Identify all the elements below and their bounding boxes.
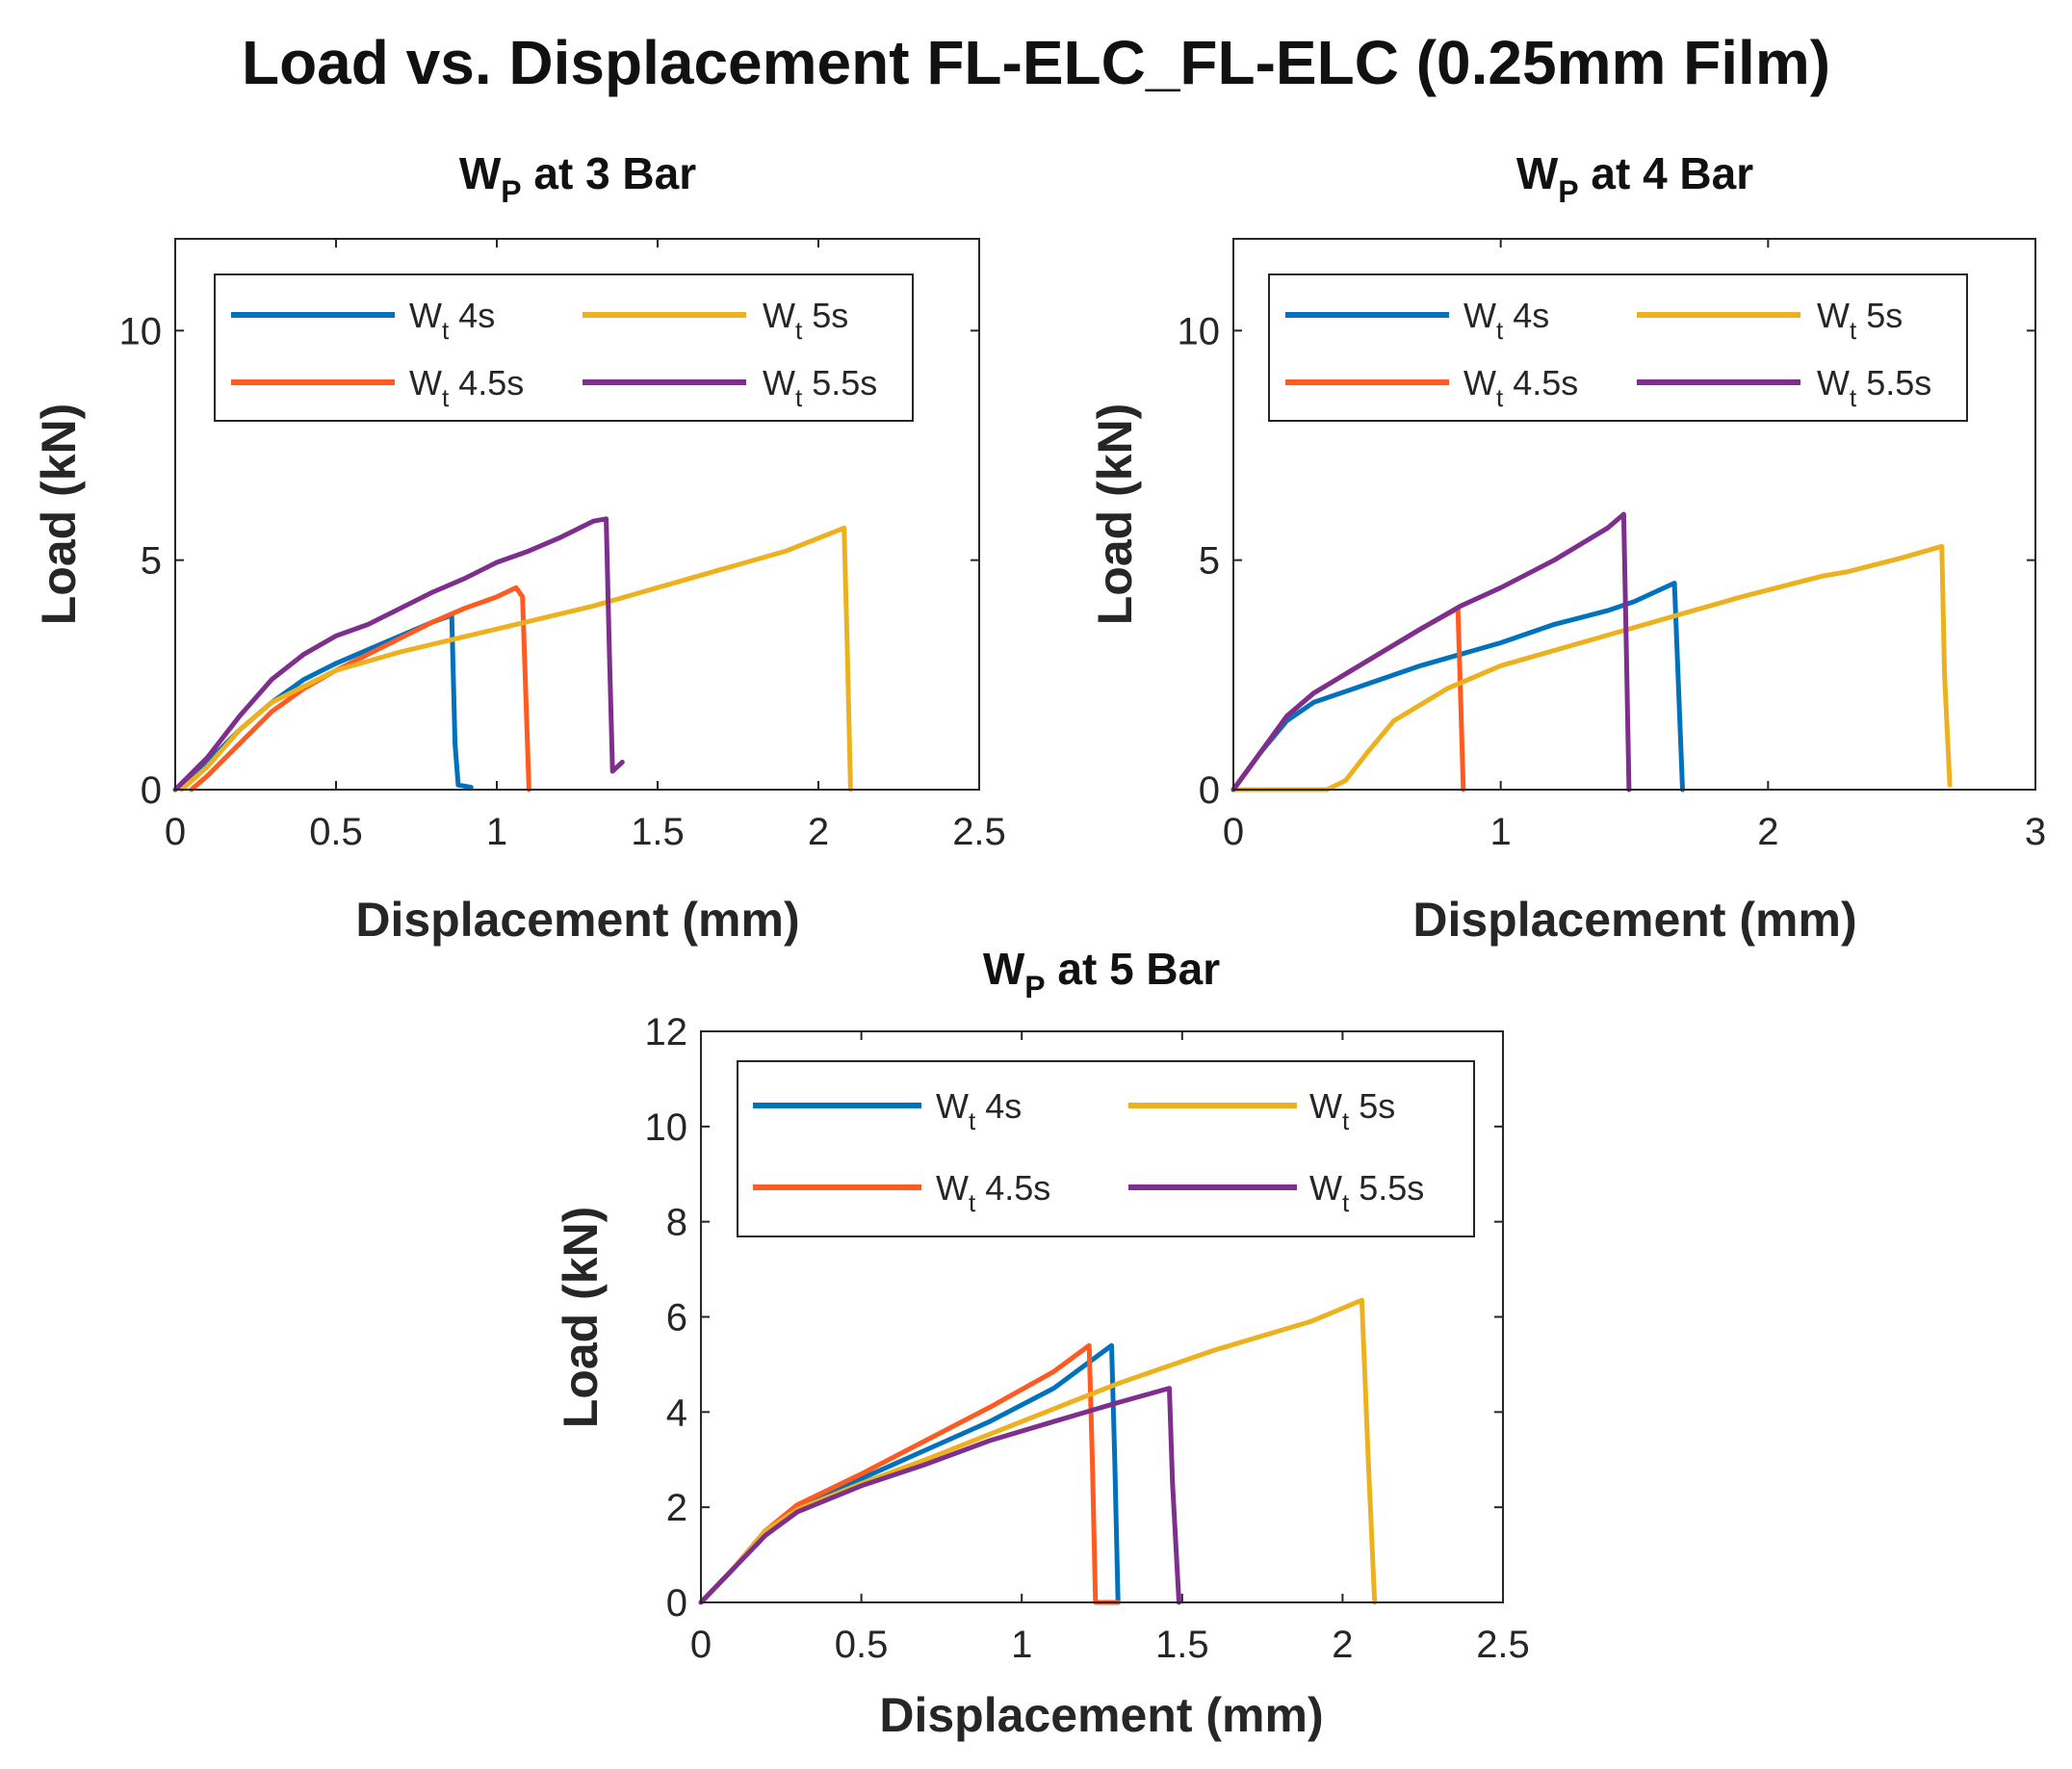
x-tick-label: 2.5 <box>1476 1624 1530 1666</box>
chart-title: WP at 3 Bar <box>459 148 696 209</box>
x-axis-label: Displacement (mm) <box>355 893 799 947</box>
chart-panel-4-bar: WP at 4 Bar 0 5 10 0 1 2 3 Wt 4s Wt 5s Wt 4.5… <box>1088 148 2046 947</box>
legend-label-wt-5s: Wt 5s <box>1817 296 1903 345</box>
legend: Wt 4s Wt 5s Wt 4.5s Wt 5.5s <box>1268 273 1968 422</box>
legend-label-wt-5-5s: Wt 5.5s <box>1309 1168 1424 1217</box>
chart-panel-3-bar: WP at 3 Bar 0 5 10 0 0.5 1 1.5 2 2.5 Wt 4s Wt 5… <box>32 148 1006 947</box>
series-line-wt-5s <box>179 525 853 793</box>
legend-box <box>1268 273 1968 422</box>
y-tick-label: 0 <box>666 1582 687 1625</box>
series-line-wt-5s <box>698 1297 1378 1605</box>
legend-label-wt-4s: Wt 4s <box>409 296 495 345</box>
plot-lines <box>172 516 853 793</box>
legend-box <box>737 1060 1475 1237</box>
legend-label-wt-5-5s: Wt 5.5s <box>1817 363 1931 412</box>
y-axis-label: Load (kN) <box>1088 403 1142 626</box>
series-line-wt-5-5s <box>698 1386 1181 1605</box>
legend-label-wt-4-5s: Wt 4.5s <box>936 1168 1050 1217</box>
x-tick-label: 0 <box>1223 811 1244 853</box>
y-tick-label: 2 <box>666 1487 687 1529</box>
legend: Wt 4s Wt 5s Wt 4.5s Wt 5.5s <box>737 1060 1475 1237</box>
legend-label-wt-5s: Wt 5s <box>763 296 848 345</box>
y-tick-label: 10 <box>119 310 163 352</box>
x-tick-label: 1.5 <box>1155 1624 1209 1666</box>
y-tick-label: 12 <box>645 1011 688 1054</box>
series-line-wt-5s <box>1230 543 1953 793</box>
chart-panel-5-bar: WP at 5 Bar 0 2 4 6 8 10 12 0 0.5 1 1.5 2 2.5 Wt 4s… <box>554 944 1530 1742</box>
y-tick-label: 8 <box>666 1202 687 1244</box>
x-tick-labels: 0 0.5 1 1.5 2 2.5 <box>690 1624 1530 1666</box>
x-tick-label: 2.5 <box>952 811 1006 853</box>
y-tick-labels: 0 5 10 <box>119 310 163 812</box>
legend-label-wt-4-5s: Wt 4.5s <box>1463 363 1578 412</box>
y-axis-label: Load (kN) <box>554 1207 608 1429</box>
axes-frame <box>1232 238 2036 791</box>
y-tick-label: 4 <box>666 1392 687 1434</box>
y-tick-label: 0 <box>141 769 162 812</box>
legend-label-wt-4s: Wt 4s <box>936 1086 1022 1135</box>
axes-frame <box>174 238 980 791</box>
y-tick-labels: 0 2 4 6 8 10 12 <box>645 1011 688 1625</box>
y-tick-label: 5 <box>141 540 162 583</box>
y-tick-label: 10 <box>1178 310 1221 352</box>
legend-label-wt-5s: Wt 5s <box>1309 1086 1395 1135</box>
y-tick-labels: 0 5 10 <box>1178 310 1221 812</box>
x-tick-label: 1 <box>1490 811 1512 853</box>
legend: Wt 4s Wt 5s Wt 4.5s Wt 5.5s <box>214 273 914 422</box>
x-tick-label: 1 <box>1011 1624 1032 1666</box>
y-tick-label: 6 <box>666 1297 687 1340</box>
series-line-wt-4s <box>698 1342 1121 1605</box>
figure-title: Load vs. Displacement FL-ELC_FL-ELC (0.2… <box>242 28 1830 97</box>
series-line-wt-4-5s <box>189 585 531 793</box>
chart-title: WP at 5 Bar <box>983 944 1220 1004</box>
x-tick-label: 0 <box>165 811 186 853</box>
plot-lines <box>698 1297 1378 1605</box>
y-axis-label: Load (kN) <box>32 403 86 626</box>
axes-frame <box>700 1030 1504 1603</box>
x-tick-labels: 0 0.5 1 1.5 2 2.5 <box>165 811 1006 853</box>
legend-label-wt-4-5s: Wt 4.5s <box>409 363 524 412</box>
series-line-wt-5-5s <box>1230 511 1632 793</box>
series-line-wt-5-5s <box>172 516 625 793</box>
x-tick-labels: 0 1 2 3 <box>1223 811 2046 853</box>
x-tick-label: 3 <box>2025 811 2046 853</box>
x-tick-label: 0.5 <box>835 1624 889 1666</box>
x-tick-label: 0.5 <box>309 811 363 853</box>
legend-label-wt-5-5s: Wt 5.5s <box>763 363 877 412</box>
x-tick-label: 1 <box>486 811 507 853</box>
legend-box <box>214 273 914 422</box>
x-tick-label: 0 <box>690 1624 712 1666</box>
y-tick-label: 10 <box>645 1106 688 1149</box>
legend-label-wt-4s: Wt 4s <box>1463 296 1549 345</box>
x-tick-label: 1.5 <box>631 811 685 853</box>
x-tick-label: 2 <box>1332 1624 1353 1666</box>
plot-lines <box>1230 511 1953 793</box>
x-axis-label: Displacement (mm) <box>1412 893 1856 947</box>
x-axis-label: Displacement (mm) <box>879 1688 1323 1742</box>
y-tick-label: 5 <box>1199 540 1220 583</box>
x-tick-label: 2 <box>808 811 829 853</box>
chart-title: WP at 4 Bar <box>1516 148 1753 209</box>
series-line-wt-4s <box>1230 581 1685 793</box>
x-tick-label: 2 <box>1757 811 1778 853</box>
y-tick-label: 0 <box>1199 769 1220 812</box>
